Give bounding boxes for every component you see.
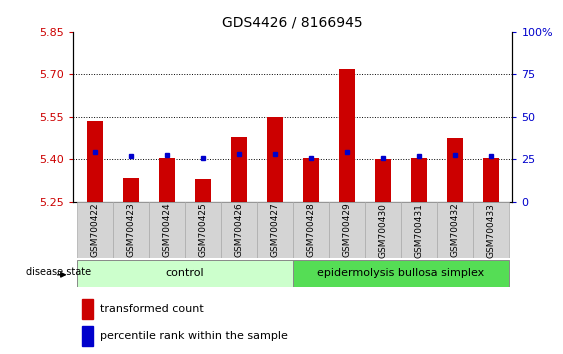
Text: GSM700423: GSM700423 <box>126 203 135 257</box>
Bar <box>123 178 139 202</box>
Text: GSM700428: GSM700428 <box>306 203 315 257</box>
Text: GSM700422: GSM700422 <box>90 203 99 257</box>
Text: percentile rank within the sample: percentile rank within the sample <box>100 331 288 341</box>
FancyBboxPatch shape <box>473 202 509 258</box>
FancyBboxPatch shape <box>437 202 473 258</box>
Text: GSM700433: GSM700433 <box>486 202 495 258</box>
FancyBboxPatch shape <box>77 202 113 258</box>
FancyBboxPatch shape <box>293 260 509 287</box>
Bar <box>374 159 391 202</box>
Bar <box>231 137 247 202</box>
Text: epidermolysis bullosa simplex: epidermolysis bullosa simplex <box>317 268 484 279</box>
Bar <box>159 158 175 202</box>
FancyBboxPatch shape <box>257 202 293 258</box>
Bar <box>267 117 283 202</box>
Text: GSM700429: GSM700429 <box>342 203 351 257</box>
Text: GSM700430: GSM700430 <box>378 202 387 258</box>
Text: disease state: disease state <box>26 267 91 277</box>
Bar <box>410 158 427 202</box>
Text: transformed count: transformed count <box>100 304 203 314</box>
FancyBboxPatch shape <box>401 202 437 258</box>
Text: GSM700424: GSM700424 <box>162 203 171 257</box>
Bar <box>87 121 103 202</box>
Bar <box>446 138 463 202</box>
Bar <box>195 179 211 202</box>
Text: GSM700432: GSM700432 <box>450 203 459 257</box>
FancyBboxPatch shape <box>221 202 257 258</box>
Bar <box>303 158 319 202</box>
Text: GSM700431: GSM700431 <box>414 202 423 258</box>
Bar <box>482 158 499 202</box>
FancyBboxPatch shape <box>365 202 401 258</box>
Bar <box>82 326 93 346</box>
Text: GSM700427: GSM700427 <box>270 203 279 257</box>
FancyBboxPatch shape <box>113 202 149 258</box>
Text: control: control <box>166 268 204 279</box>
Bar <box>339 69 355 202</box>
FancyBboxPatch shape <box>185 202 221 258</box>
FancyBboxPatch shape <box>329 202 365 258</box>
FancyBboxPatch shape <box>149 202 185 258</box>
Text: GSM700425: GSM700425 <box>198 203 207 257</box>
Text: GSM700426: GSM700426 <box>234 203 243 257</box>
FancyBboxPatch shape <box>293 202 329 258</box>
Title: GDS4426 / 8166945: GDS4426 / 8166945 <box>222 15 363 29</box>
Bar <box>82 299 93 319</box>
FancyBboxPatch shape <box>77 260 293 287</box>
